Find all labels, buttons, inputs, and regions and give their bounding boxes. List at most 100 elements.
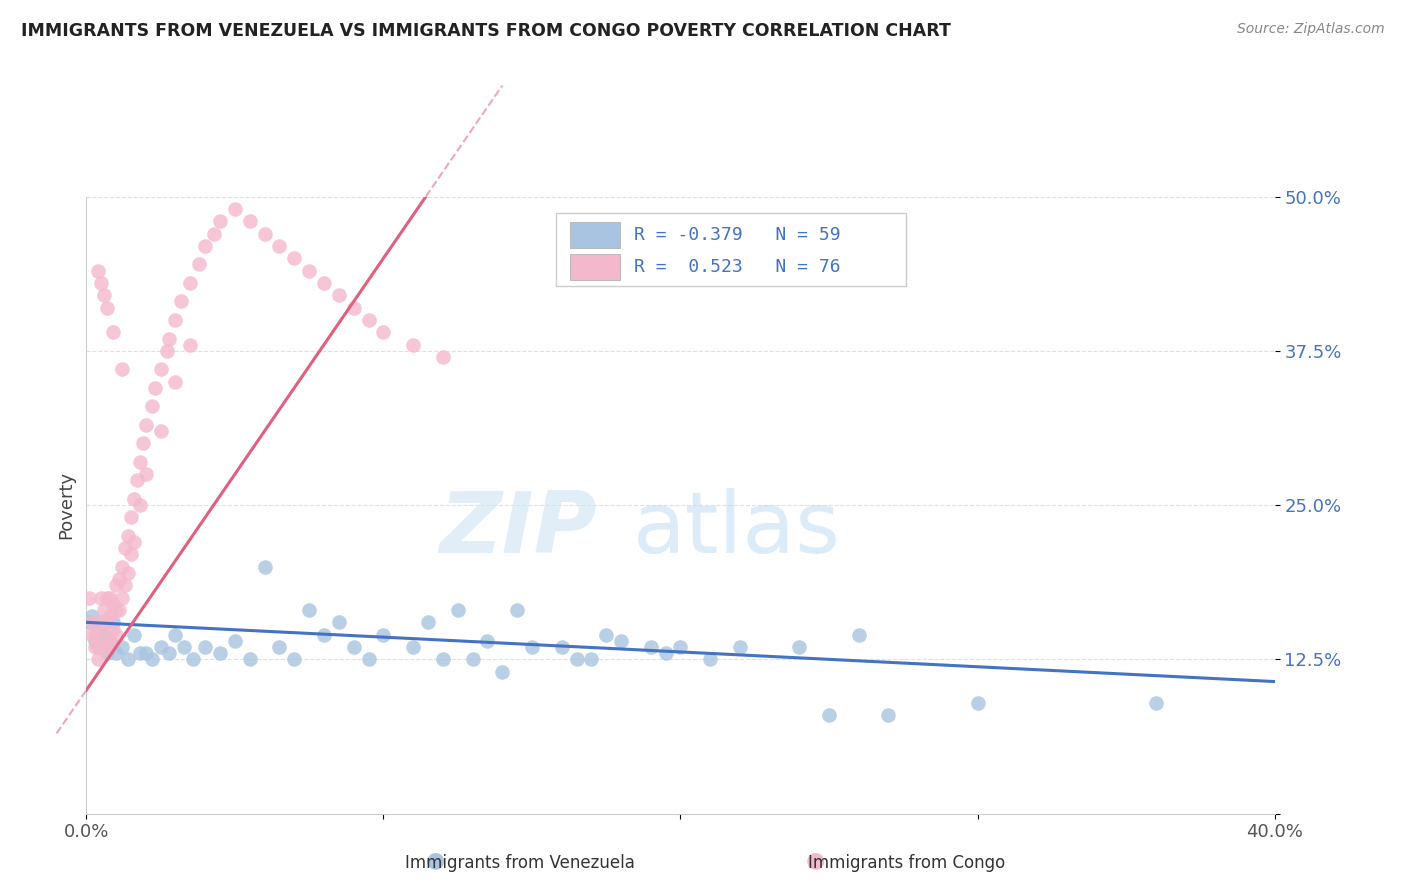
Point — [105, 603, 128, 617]
Point — [357, 313, 380, 327]
Point — [179, 337, 201, 351]
Point — [520, 640, 543, 654]
Point — [93, 628, 115, 642]
Point — [101, 615, 124, 630]
Point — [105, 646, 128, 660]
Point — [111, 362, 134, 376]
Point — [181, 652, 204, 666]
Point — [84, 633, 107, 648]
Point — [699, 652, 721, 666]
Point — [253, 227, 276, 241]
Point — [654, 646, 676, 660]
Text: R =  0.523   N = 76: R = 0.523 N = 76 — [634, 258, 841, 276]
Point — [111, 640, 134, 654]
Point — [253, 559, 276, 574]
Point — [432, 652, 454, 666]
Point — [122, 628, 145, 642]
Point — [328, 615, 350, 630]
Point — [848, 628, 870, 642]
Point — [461, 652, 484, 666]
Point — [416, 615, 439, 630]
Point — [90, 615, 112, 630]
Point — [128, 498, 150, 512]
Point — [343, 301, 366, 315]
Point — [595, 628, 617, 642]
Point — [669, 640, 692, 654]
Point — [128, 646, 150, 660]
Point — [93, 640, 115, 654]
Point — [373, 326, 395, 340]
Point — [170, 294, 193, 309]
Point — [90, 628, 112, 642]
Point — [208, 646, 231, 660]
Point — [90, 591, 112, 605]
Text: ●: ● — [426, 851, 446, 871]
Point — [120, 548, 142, 562]
Point — [581, 652, 603, 666]
Point — [179, 276, 201, 290]
Point — [82, 628, 104, 642]
FancyBboxPatch shape — [569, 254, 620, 280]
Text: atlas: atlas — [633, 488, 841, 571]
Point — [135, 646, 157, 660]
Point — [135, 467, 157, 482]
Point — [269, 239, 291, 253]
Point — [312, 628, 335, 642]
Point — [239, 652, 262, 666]
Point — [208, 214, 231, 228]
Point — [610, 633, 633, 648]
Point — [125, 474, 148, 488]
Point — [343, 640, 366, 654]
Point — [224, 202, 246, 216]
Point — [165, 375, 187, 389]
Point — [132, 436, 155, 450]
Point — [141, 400, 163, 414]
Text: Immigrants from Venezuela: Immigrants from Venezuela — [405, 855, 636, 872]
Point — [117, 566, 139, 580]
Text: R = -0.379   N = 59: R = -0.379 N = 59 — [634, 226, 841, 244]
Point — [93, 615, 115, 630]
Point — [122, 491, 145, 506]
Point — [328, 288, 350, 302]
Point — [117, 529, 139, 543]
Point — [111, 591, 134, 605]
Point — [84, 628, 107, 642]
Point — [298, 263, 321, 277]
Point — [117, 652, 139, 666]
Point — [120, 510, 142, 524]
Point — [101, 597, 124, 611]
Point — [432, 350, 454, 364]
Point — [818, 707, 841, 722]
Point — [966, 696, 988, 710]
Point — [402, 640, 425, 654]
Point — [550, 640, 572, 654]
Point — [98, 633, 121, 648]
Point — [188, 258, 211, 272]
Point — [135, 417, 157, 432]
Y-axis label: Poverty: Poverty — [58, 471, 75, 539]
Point — [108, 603, 131, 617]
Point — [491, 665, 513, 679]
Point — [82, 615, 104, 630]
Point — [194, 640, 217, 654]
Text: IMMIGRANTS FROM VENEZUELA VS IMMIGRANTS FROM CONGO POVERTY CORRELATION CHART: IMMIGRANTS FROM VENEZUELA VS IMMIGRANTS … — [21, 22, 950, 40]
Point — [128, 455, 150, 469]
Point — [114, 541, 136, 556]
Point — [149, 362, 172, 376]
Point — [565, 652, 588, 666]
Point — [640, 640, 662, 654]
Point — [82, 609, 104, 624]
Point — [165, 313, 187, 327]
Point — [298, 603, 321, 617]
Point — [728, 640, 751, 654]
Text: Immigrants from Congo: Immigrants from Congo — [808, 855, 1005, 872]
Text: Source: ZipAtlas.com: Source: ZipAtlas.com — [1237, 22, 1385, 37]
FancyBboxPatch shape — [569, 222, 620, 248]
Point — [506, 603, 529, 617]
Point — [402, 337, 425, 351]
Point — [87, 652, 110, 666]
Point — [105, 578, 128, 592]
Point — [93, 288, 115, 302]
Point — [149, 640, 172, 654]
Point — [373, 628, 395, 642]
